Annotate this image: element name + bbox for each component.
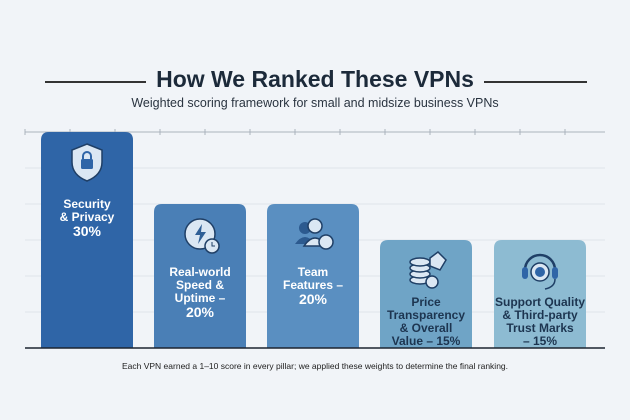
title-rule-left bbox=[45, 81, 150, 83]
title-rule-right bbox=[482, 81, 587, 83]
bar-label-line: Speed & bbox=[175, 278, 224, 292]
chart-title: How We Ranked These VPNs bbox=[146, 66, 484, 92]
bar bbox=[380, 240, 472, 348]
footnote: Each VPN earned a 1–10 score in every pi… bbox=[121, 361, 509, 371]
bar-label-line: & Privacy bbox=[59, 210, 115, 224]
bar-label-line: Real-world bbox=[169, 265, 231, 279]
bar-label-line: Uptime – bbox=[174, 291, 226, 305]
bar-label-line: Support Quality bbox=[495, 295, 585, 309]
bar-label-line: Trust Marks bbox=[506, 321, 574, 335]
bar bbox=[494, 240, 586, 348]
chart-subtitle: Weighted scoring framework for small and… bbox=[131, 96, 499, 110]
bar bbox=[154, 204, 246, 348]
speedometer-clock-icon bbox=[184, 218, 220, 254]
bar bbox=[267, 204, 359, 348]
bar bbox=[41, 132, 133, 348]
bar-label-line: & Overall bbox=[399, 321, 453, 335]
shield-lock-icon bbox=[71, 143, 103, 182]
title-block: How We Ranked These VPNs bbox=[0, 66, 630, 96]
headset-support-icon bbox=[522, 253, 558, 290]
bar-label: Security & Privacy 30% bbox=[37, 197, 137, 239]
bar-label-line: & Third-party bbox=[502, 308, 578, 322]
bar-value-label: Value – 15% bbox=[391, 334, 461, 348]
bar-label-line: Team bbox=[297, 265, 329, 279]
bar-label-line: Features – bbox=[282, 278, 344, 292]
bar-value-label: 30% bbox=[72, 223, 102, 239]
bar-label-line: Price bbox=[411, 295, 441, 309]
bar-value-label: 20% bbox=[298, 291, 328, 307]
team-gear-icon bbox=[295, 218, 334, 250]
bar-label: Support Quality & Third-party Trust Marks –… bbox=[490, 296, 590, 348]
bar-label: Team Features –20% bbox=[263, 265, 363, 307]
bar-label: Price Transparency & Overall Value – 15% bbox=[376, 296, 476, 348]
bar-value-label: 20% bbox=[185, 304, 215, 320]
bar-value-label: – 15% bbox=[522, 334, 558, 348]
bar-label-line: Security bbox=[63, 197, 111, 211]
bar-label-line: Transparency bbox=[386, 308, 466, 322]
bar-label: Real-world Speed & Uptime –20% bbox=[150, 265, 250, 320]
coins-price-tag-icon bbox=[409, 251, 447, 289]
